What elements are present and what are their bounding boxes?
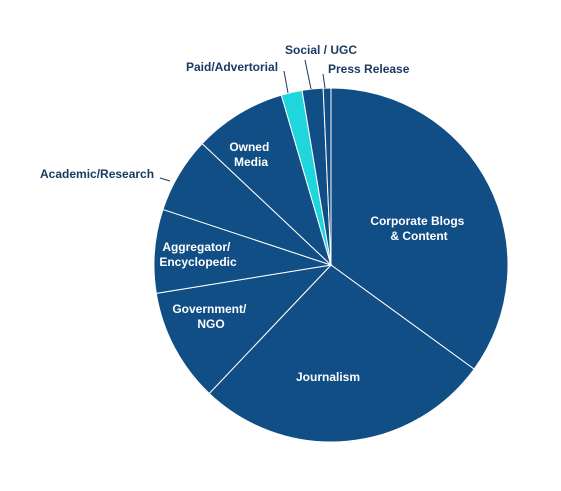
slice-label-government: Government/ NGO: [172, 302, 249, 331]
pie-slice-press: [322, 87, 332, 266]
slice-label-social: Social / UGC: [285, 43, 357, 57]
slice-label-journalism: Journalism: [296, 370, 360, 384]
slice-label-academic: Academic/Research: [40, 167, 154, 181]
pie-slices: [153, 87, 509, 443]
slice-label-press: Press Release: [328, 62, 410, 76]
pie-slice-owned: [201, 94, 332, 267]
pie-slice-corporate: [330, 87, 509, 370]
pie-slice-journalism: [208, 264, 475, 443]
leader-line-social: [304, 59, 312, 90]
slice-label-owned: Owned Media: [229, 140, 272, 169]
leader-line-academic: [159, 177, 171, 182]
leader-line-press: [322, 73, 326, 89]
slice-label-paid: Paid/Advertorial: [186, 60, 278, 74]
leader-line-paid: [283, 70, 289, 94]
slice-label-corporate: Corporate Blogs & Content: [370, 214, 467, 243]
pie-slice-government: [155, 264, 333, 395]
slice-labels: Corporate Blogs & Content Journalism Gov…: [40, 43, 467, 384]
slice-label-aggregator: Aggregator/ Encyclopedic: [159, 240, 237, 269]
leader-lines: [159, 59, 326, 182]
